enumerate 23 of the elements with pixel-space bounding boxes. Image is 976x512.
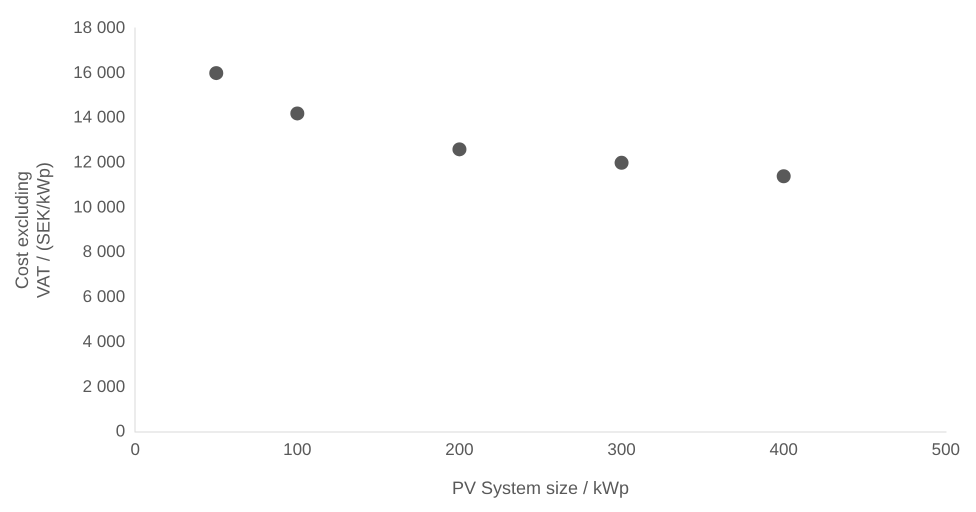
- y-tick-label: 12 000: [73, 152, 126, 172]
- x-tick-label: 0: [130, 440, 140, 459]
- point: [209, 66, 224, 80]
- x-axis-title: PV System size / kWp: [452, 478, 630, 498]
- y-tick-label: 14 000: [73, 108, 126, 127]
- point: [290, 106, 304, 120]
- y-tick-label: 0: [116, 422, 126, 441]
- y-tick-label: 2 000: [82, 376, 126, 396]
- y-tick-label: 18 000: [73, 18, 126, 37]
- y-tick-label: 16 000: [73, 62, 126, 82]
- point: [776, 169, 791, 184]
- x-tick-label: 400: [770, 440, 798, 459]
- x-tick-label: 500: [932, 440, 960, 459]
- point: [452, 142, 466, 156]
- y-axis-title: Cost excluding VAT / (SEK/kWp): [12, 162, 54, 298]
- point: [614, 156, 629, 170]
- y-tick-label: 6 000: [82, 287, 126, 306]
- y-tick-label: 4 000: [82, 332, 126, 351]
- y-tick-label: 8 000: [82, 242, 126, 262]
- y-tick-label: 10 000: [73, 197, 126, 216]
- x-tick-label: 300: [607, 440, 636, 459]
- x-tick-label: 200: [445, 440, 474, 459]
- x-tick-label: 100: [283, 440, 312, 459]
